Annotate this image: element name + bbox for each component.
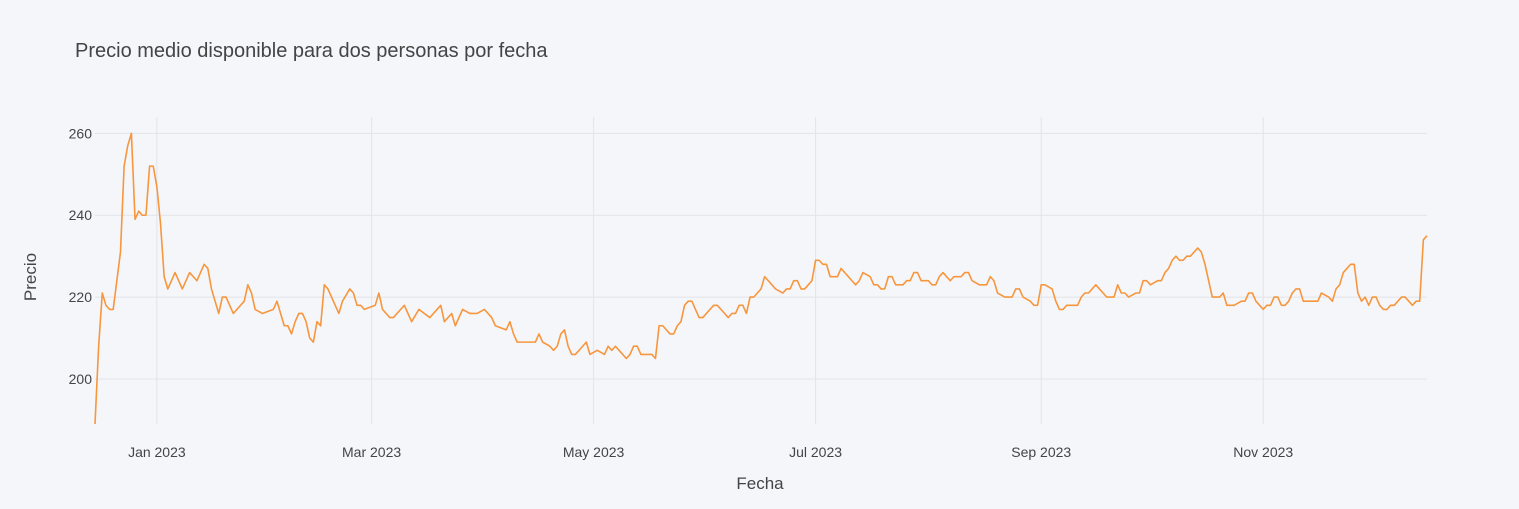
- x-tick-label: Nov 2023: [1233, 444, 1293, 460]
- price-line: [94, 132, 1428, 425]
- x-tick-label: Jan 2023: [128, 444, 186, 460]
- y-axis-title: Precio: [21, 253, 40, 301]
- chart-title: Precio medio disponible para dos persona…: [75, 40, 548, 62]
- x-axis-title: Fecha: [736, 474, 784, 493]
- plot-area: [94, 132, 1428, 425]
- x-tick-label: May 2023: [563, 444, 625, 460]
- y-tick-label: 260: [69, 125, 93, 141]
- y-tick-label: 200: [69, 371, 93, 387]
- x-tick-label: Sep 2023: [1011, 444, 1071, 460]
- grid: 200 220 240 260 Jan 2023 Mar 2023 May 2023 Jul …: [69, 117, 1427, 460]
- x-tick-label: Jul 2023: [789, 444, 842, 460]
- y-tick-label: 220: [69, 289, 93, 305]
- x-tick-label: Mar 2023: [342, 444, 401, 460]
- y-tick-label: 240: [69, 207, 93, 223]
